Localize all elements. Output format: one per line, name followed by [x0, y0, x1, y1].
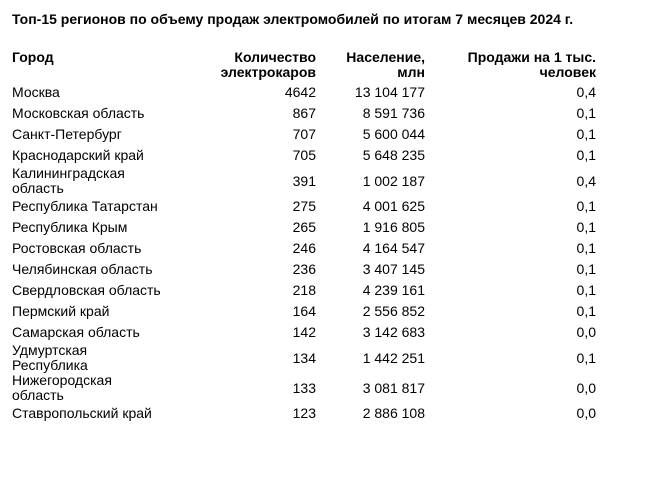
table-row: Свердловская область 218 4 239 161 0,1: [12, 280, 596, 301]
cell-population: 2 556 852: [362, 303, 425, 319]
page-title: Топ-15 регионов по объему продаж электро…: [12, 11, 574, 27]
cell-city: Республика Крым: [12, 219, 128, 235]
cell-population: 13 104 177: [354, 84, 425, 100]
cell-sales-per-thousand: 0,1: [576, 198, 596, 214]
cell-city: Калининградская область: [12, 165, 125, 196]
cell-ev-count: 164: [292, 303, 316, 319]
table-row: Краснодарский край 705 5 648 235 0,1: [12, 145, 596, 166]
table-row: Республика Татарстан 275 4 001 625 0,1: [12, 196, 596, 217]
cell-sales-per-thousand: 0,1: [576, 282, 596, 298]
cell-ev-count: 246: [292, 240, 316, 256]
cell-city: Ставропольский край: [12, 405, 152, 421]
table-row: Московская область 867 8 591 736 0,1: [12, 103, 596, 124]
cell-ev-count: 275: [292, 198, 316, 214]
cell-population: 8 591 736: [362, 105, 425, 121]
cell-city: Свердловская область: [12, 282, 161, 298]
cell-ev-count: 236: [292, 261, 316, 277]
table-row: Санкт-Петербург 707 5 600 044 0,1: [12, 124, 596, 145]
cell-city: Ростовская область: [12, 240, 142, 256]
table-row: Ставропольский край 123 2 886 108 0,0: [12, 403, 596, 424]
header-population: Население, млн: [346, 49, 425, 80]
table-row: Москва 4642 13 104 177 0,4: [12, 82, 596, 103]
cell-population: 1 002 187: [362, 172, 425, 189]
cell-ev-count: 265: [292, 219, 316, 235]
cell-city: Краснодарский край: [12, 147, 144, 163]
cell-sales-per-thousand: 0,1: [576, 105, 596, 121]
sales-table: Город Количество электрокаров Население,…: [12, 50, 596, 424]
cell-city: Самарская область: [12, 324, 140, 340]
cell-ev-count: 123: [292, 405, 316, 421]
cell-ev-count: 707: [292, 126, 316, 142]
cell-ev-count: 218: [292, 282, 316, 298]
cell-city: Удмуртская Республика: [12, 342, 88, 373]
table-row: Самарская область 142 3 142 683 0,0: [12, 322, 596, 343]
cell-population: 4 239 161: [362, 282, 425, 298]
header-city: Город: [12, 49, 54, 65]
table-header-row: Город Количество электрокаров Население,…: [12, 50, 596, 82]
cell-sales-per-thousand: 0,4: [576, 172, 596, 189]
cell-population: 3 081 817: [362, 379, 425, 396]
cell-sales-per-thousand: 0,1: [576, 349, 596, 366]
cell-population: 3 142 683: [362, 324, 425, 340]
cell-city: Москва: [12, 84, 60, 100]
cell-city: Санкт-Петербург: [12, 126, 122, 142]
cell-city: Московская область: [12, 105, 145, 121]
cell-sales-per-thousand: 0,0: [576, 324, 596, 340]
header-sales-per-thousand: Продажи на 1 тыс. человек: [467, 49, 596, 80]
cell-city: Пермский край: [12, 303, 110, 319]
cell-ev-count: 133: [292, 379, 316, 396]
cell-population: 3 407 145: [362, 261, 425, 277]
cell-sales-per-thousand: 0,1: [576, 219, 596, 235]
cell-population: 4 001 625: [362, 198, 425, 214]
cell-sales-per-thousand: 0,1: [576, 303, 596, 319]
cell-ev-count: 134: [292, 349, 316, 366]
cell-population: 1 442 251: [362, 349, 425, 366]
table-row: Пермский край 164 2 556 852 0,1: [12, 301, 596, 322]
cell-sales-per-thousand: 0,1: [576, 261, 596, 277]
cell-sales-per-thousand: 0,0: [576, 379, 596, 396]
cell-sales-per-thousand: 0,1: [576, 126, 596, 142]
cell-population: 5 600 044: [362, 126, 425, 142]
table-row: Челябинская область 236 3 407 145 0,1: [12, 259, 596, 280]
table-row: Калининградская область 391 1 002 187 0,4: [12, 166, 596, 196]
cell-sales-per-thousand: 0,1: [576, 240, 596, 256]
cell-ev-count: 391: [292, 172, 316, 189]
cell-city: Челябинская область: [12, 261, 153, 277]
cell-ev-count: 705: [292, 147, 316, 163]
table-row: Ростовская область 246 4 164 547 0,1: [12, 238, 596, 259]
cell-population: 5 648 235: [362, 147, 425, 163]
cell-ev-count: 4642: [284, 84, 316, 100]
table-row: Республика Крым 265 1 916 805 0,1: [12, 217, 596, 238]
cell-population: 1 916 805: [362, 219, 425, 235]
cell-population: 2 886 108: [362, 405, 425, 421]
cell-ev-count: 867: [292, 105, 316, 121]
cell-sales-per-thousand: 0,1: [576, 147, 596, 163]
cell-ev-count: 142: [292, 324, 316, 340]
header-ev-count: Количество электрокаров: [220, 49, 316, 80]
cell-sales-per-thousand: 0,4: [576, 84, 596, 100]
cell-city: Республика Татарстан: [12, 198, 158, 214]
table-row: Удмуртская Республика 134 1 442 251 0,1: [12, 343, 596, 373]
cell-sales-per-thousand: 0,0: [576, 405, 596, 421]
cell-city: Нижегородская область: [12, 372, 112, 403]
cell-population: 4 164 547: [362, 240, 425, 256]
table-row: Нижегородская область 133 3 081 817 0,0: [12, 373, 596, 403]
